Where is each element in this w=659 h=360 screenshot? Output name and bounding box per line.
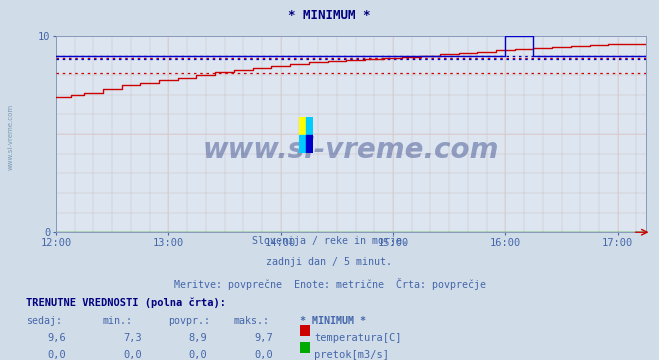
Text: 7,3: 7,3 — [123, 333, 142, 343]
Text: maks.:: maks.: — [234, 316, 270, 326]
Text: 0,0: 0,0 — [123, 350, 142, 360]
Text: * MINIMUM *: * MINIMUM * — [300, 316, 366, 326]
Text: povpr.:: povpr.: — [168, 316, 210, 326]
Bar — [306, 117, 313, 135]
Text: 0,0: 0,0 — [255, 350, 273, 360]
Text: 9,6: 9,6 — [47, 333, 66, 343]
Text: pretok[m3/s]: pretok[m3/s] — [314, 350, 389, 360]
Bar — [299, 135, 306, 153]
Text: min.:: min.: — [102, 316, 132, 326]
Text: 0,0: 0,0 — [189, 350, 208, 360]
Text: TRENUTNE VREDNOSTI (polna črta):: TRENUTNE VREDNOSTI (polna črta): — [26, 297, 226, 307]
Text: 9,7: 9,7 — [255, 333, 273, 343]
Text: 0,0: 0,0 — [47, 350, 66, 360]
Text: temperatura[C]: temperatura[C] — [314, 333, 402, 343]
Text: zadnji dan / 5 minut.: zadnji dan / 5 minut. — [266, 257, 393, 267]
Text: sedaj:: sedaj: — [26, 316, 63, 326]
Text: * MINIMUM *: * MINIMUM * — [288, 9, 371, 22]
Text: www.si-vreme.com: www.si-vreme.com — [203, 136, 499, 164]
Bar — [299, 117, 306, 135]
Text: 8,9: 8,9 — [189, 333, 208, 343]
Text: www.si-vreme.com: www.si-vreme.com — [8, 104, 14, 170]
Text: Meritve: povprečne  Enote: metrične  Črta: povprečje: Meritve: povprečne Enote: metrične Črta:… — [173, 278, 486, 289]
Text: Slovenija / reke in morje.: Slovenija / reke in morje. — [252, 236, 407, 246]
Bar — [306, 135, 313, 153]
